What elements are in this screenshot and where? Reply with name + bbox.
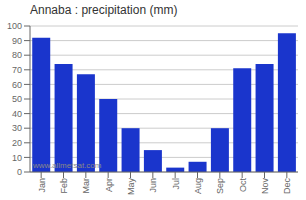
svg-text:0: 0 [17,167,22,177]
svg-text:Oct: Oct [238,178,248,193]
svg-text:Jan: Jan [37,178,47,193]
svg-text:Jul: Jul [171,178,181,190]
svg-text:Feb: Feb [59,178,69,194]
svg-text:Apr: Apr [104,178,114,192]
svg-text:Sep: Sep [215,178,225,194]
svg-text:20: 20 [12,138,22,148]
svg-text:40: 40 [12,109,22,119]
svg-text:80: 80 [12,50,22,60]
html-text:www.allmetsat.com: www.allmetsat.com [33,161,102,170]
svg-text:Mar: Mar [81,178,91,194]
svg-text:50: 50 [12,94,22,104]
svg-text:10: 10 [12,153,22,163]
svg-text:30: 30 [12,123,22,133]
html-text:Annaba : precipitation (mm): Annaba : precipitation (mm) [30,3,178,17]
svg-text:May: May [126,178,136,196]
svg-text:Aug: Aug [193,178,203,194]
svg-text:60: 60 [12,80,22,90]
svg-text:100: 100 [8,21,22,31]
svg-text:Jun: Jun [148,178,158,193]
svg-text:70: 70 [12,65,22,75]
svg-text:90: 90 [12,36,22,46]
svg-text:Dec: Dec [282,178,292,195]
svg-text:Nov: Nov [260,178,270,195]
